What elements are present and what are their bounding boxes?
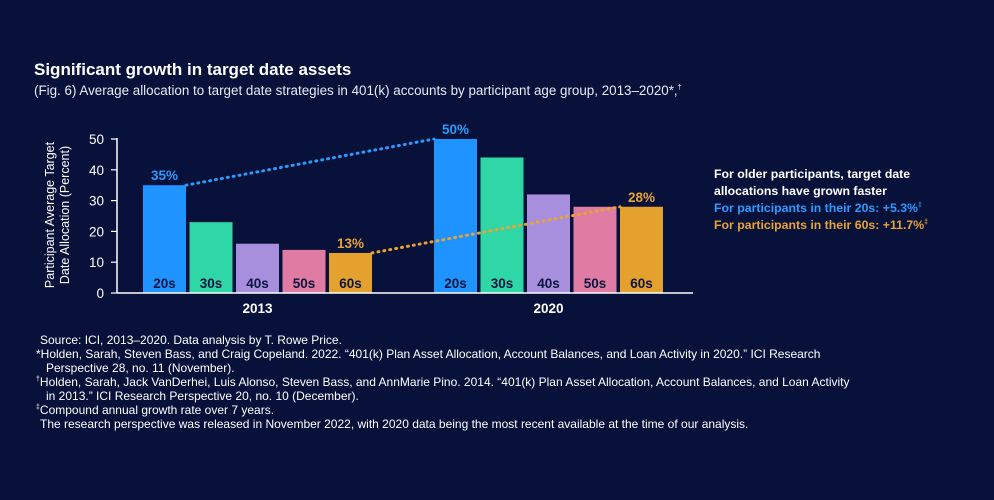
bar-category-label: 20s: [153, 276, 176, 291]
footnote-4: The research perspective was released in…: [40, 417, 749, 431]
bar-2013-60s: [329, 252, 372, 293]
bar-2013-20s: [143, 185, 186, 293]
bar-2020-40s: [527, 194, 570, 293]
bar-2020-60s: [620, 206, 663, 293]
annotation-20s-growth: For participants in their 20s: +5.3%‡: [714, 201, 922, 215]
y-tick-label: 30: [89, 194, 104, 209]
data-label: 28%: [628, 190, 655, 205]
annotation-60s-growth: For participants in their 60s: +11.7%‡: [714, 218, 929, 232]
bar-category-label: 30s: [200, 276, 223, 291]
footnote-2-cont: in 2013.” ICI Research Perspective 20, n…: [46, 389, 359, 403]
y-tick-label: 40: [89, 163, 104, 178]
bar-category-label: 40s: [246, 276, 269, 291]
footnote-3: ‡Compound annual growth rate over 7 year…: [36, 403, 275, 417]
bar-2013-50s: [282, 249, 326, 293]
y-axis-label-line1: Participant Average Target: [43, 141, 57, 288]
footnote-2: †Holden, Sarah, Jack VanDerhei, Luis Alo…: [36, 375, 850, 389]
data-label: 13%: [337, 236, 364, 251]
y-tick-label: 0: [96, 286, 104, 301]
y-tick-label: 50: [89, 132, 104, 147]
annotation-line2: allocations have grown faster: [714, 184, 887, 198]
bar-category-label: 60s: [630, 276, 653, 291]
bar-2020-30s: [480, 157, 524, 293]
data-label: 50%: [442, 122, 469, 137]
bar-category-label: 40s: [537, 276, 560, 291]
trend-line: [184, 137, 436, 187]
growth-annotation: For older participants, target date allo…: [714, 166, 928, 234]
annotation-line1: For older participants, target date: [714, 167, 911, 181]
bar-2020-50s: [573, 206, 617, 293]
y-axis-label: Participant Average Target Date Allocati…: [43, 141, 72, 288]
y-tick-label: 20: [89, 224, 104, 239]
bar-category-label: 20s: [444, 276, 467, 291]
source-line: Source: ICI, 2013–2020. Data analysis by…: [40, 333, 342, 347]
bar-2013-40s: [236, 243, 279, 293]
trend-line: [370, 205, 622, 255]
bar-category-label: 30s: [491, 276, 514, 291]
bar-2020-20s: [434, 139, 477, 293]
bar-2013-30s: [189, 222, 233, 293]
bar-category-label: 60s: [339, 276, 362, 291]
chart-subtitle: (Fig. 6) Average allocation to target da…: [34, 83, 682, 98]
bar-category-label: 50s: [584, 276, 607, 291]
x-group-label: 2013: [242, 301, 273, 316]
y-tick-label: 10: [89, 255, 104, 270]
footnote-1-cont: Perspective 28, no. 11 (November).: [46, 361, 235, 375]
y-axis-label-line2: Date Allocation (Percent): [58, 146, 72, 284]
footnote-1: *Holden, Sarah, Steven Bass, and Craig C…: [36, 347, 821, 361]
sources-footnotes: Source: ICI, 2013–2020. Data analysis by…: [36, 333, 976, 431]
bar-category-label: 50s: [293, 276, 316, 291]
x-group-label: 2020: [533, 301, 563, 316]
bar-chart: Participant Average Target Date Allocati…: [43, 122, 693, 316]
chart-title: Significant growth in target date assets: [34, 60, 352, 79]
data-label: 35%: [151, 168, 178, 183]
